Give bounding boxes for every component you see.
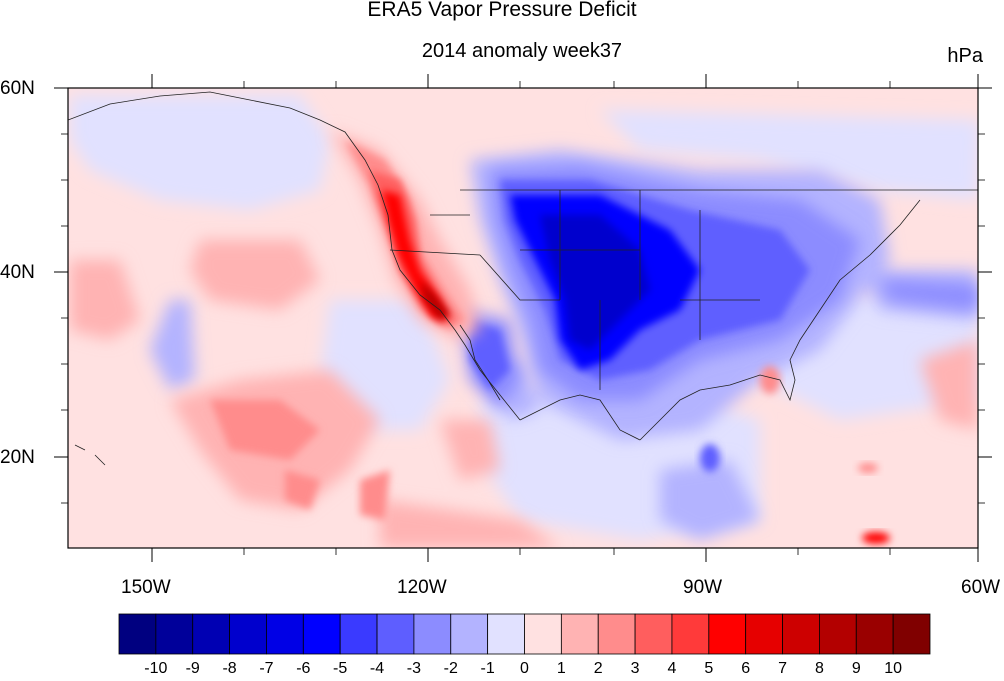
colorbar-tick-label: 2 [593,660,603,677]
lat-label-40n: 40N [0,262,35,283]
colorbar-tick-label: -9 [185,660,200,677]
lon-label-90w: 90W [683,577,723,598]
colorbar-box [708,613,747,655]
chart-title: ERA5 Vapor Pressure Deficit [367,0,637,21]
lon-label-60w: 60W [961,577,1001,598]
colorbar-box [155,613,194,655]
colorbar-box [855,613,894,655]
colorbar-tick-label: 1 [556,660,566,677]
colorbar-tick-label: -4 [369,660,385,677]
units-label: hPa [947,45,983,67]
chart-subtitle: 2014 anomaly week37 [421,40,623,62]
colorbar-box [487,613,525,655]
colorbar-box [229,613,267,655]
colorbar-box [782,613,820,655]
colorbar-box [266,613,304,655]
colorbar-box [560,613,599,655]
colorbar-tick-label: -5 [333,660,348,677]
colorbar-tick-label: -7 [259,660,274,677]
colorbar-box [892,613,931,655]
colorbar-tick-label: -8 [222,660,237,677]
colorbar-box [634,613,673,655]
colorbar-box [597,613,636,655]
colorbar-tick-label: -10 [144,660,168,677]
lon-label-120w: 120W [397,577,447,598]
colorbar-box [302,613,341,655]
colorbar-box [192,613,230,655]
colorbar-tick-label: -3 [406,660,422,677]
colorbar-tick-label: -6 [296,660,311,677]
colorbar-tick-label: -1 [480,660,495,677]
lat-label-60n: 60N [0,78,35,99]
colorbar-tick-label: 3 [630,660,640,677]
colorbar-box [524,613,562,655]
colorbar-box [671,613,710,655]
lon-label-150w: 150W [121,577,171,598]
colorbar-tick-label: 7 [778,660,787,677]
colorbar-tick-label: 10 [884,660,903,677]
colorbar-box [745,613,783,655]
colorbar-box [413,613,452,655]
colorbar-box [118,613,157,655]
colorbar-tick-label: 8 [814,660,824,677]
colorbar-box [819,613,857,655]
colorbar-box [339,613,378,655]
colorbar-tick-label: 6 [741,660,751,677]
colorbar-tick-label: -2 [443,660,458,677]
colorbar-box [376,613,415,655]
colorbar-tick-label: 9 [851,660,861,677]
colorbar [118,613,931,655]
anomaly-field [68,88,978,548]
colorbar-box [450,613,489,655]
colorbar-tick-label: 5 [704,660,714,677]
lat-label-20n: 20N [0,447,35,468]
colorbar-tick-label: 0 [520,660,529,677]
colorbar-tick-label: 4 [667,660,677,677]
